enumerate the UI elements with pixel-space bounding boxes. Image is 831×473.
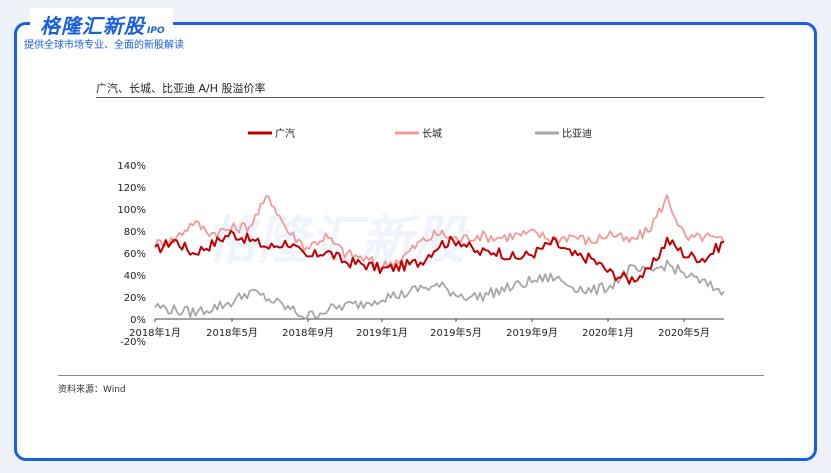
x-tick-label: 2020年5月 xyxy=(658,326,710,339)
y-tick-label: 20% xyxy=(124,293,146,304)
brand-tagline: 提供全球市场专业、全面的新股解读 xyxy=(24,40,184,51)
title-divider xyxy=(96,97,764,98)
x-tick-label: 2020年1月 xyxy=(582,326,634,339)
y-tick-label: -20% xyxy=(120,337,146,348)
data-source: 资料来源：Wind xyxy=(58,385,126,395)
legend-label: 广汽 xyxy=(275,127,295,140)
series-line xyxy=(154,194,725,271)
x-tick-label: 2019年5月 xyxy=(430,326,482,339)
y-tick-label: 140% xyxy=(117,161,146,172)
x-tick-label: 2018年5月 xyxy=(206,326,258,339)
series-line xyxy=(154,259,725,320)
brand-suffix: IPO xyxy=(147,26,165,36)
brand-logo: 格隆汇新股 IPO xyxy=(30,8,173,41)
chart-title: 广汽、长城、比亚迪 A/H 股溢价率 xyxy=(96,82,266,95)
y-axis: 140% 120% 100% 80% 60% 40% 20% 0% -20% xyxy=(117,161,724,348)
chart-legend: 广汽 长城 比亚迪 xyxy=(248,127,592,140)
x-tick-label: 2019年9月 xyxy=(506,326,558,339)
x-tick-label: 2018年9月 xyxy=(282,326,334,339)
legend-label: 比亚迪 xyxy=(562,128,592,140)
y-tick-label: 0% xyxy=(130,315,146,326)
y-tick-label: 60% xyxy=(124,249,146,260)
y-tick-label: 80% xyxy=(124,227,146,238)
series-line xyxy=(154,229,725,285)
footer-divider xyxy=(58,375,764,376)
content-frame xyxy=(14,22,817,461)
brand-name: 格隆汇新股 xyxy=(40,14,145,38)
series-lines xyxy=(154,194,725,320)
y-tick-label: 40% xyxy=(124,271,146,282)
y-tick-label: 120% xyxy=(117,183,146,194)
legend-label: 长城 xyxy=(422,128,442,140)
x-tick-label: 2019年1月 xyxy=(356,326,408,339)
y-tick-label: 100% xyxy=(117,205,146,216)
x-tick-label: 2018年1月 xyxy=(129,326,181,339)
x-axis: 2018年1月 2018年5月 2018年9月 2019年1月 2019年5月 2019年… xyxy=(129,319,710,339)
